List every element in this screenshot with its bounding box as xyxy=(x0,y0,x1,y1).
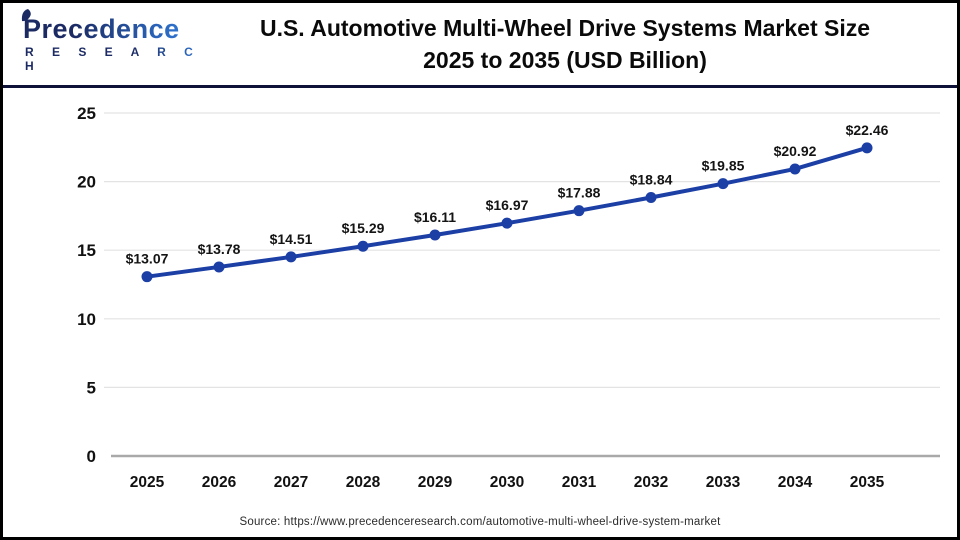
x-axis-tick-label: 2032 xyxy=(634,474,668,491)
chart-title-line2: 2025 to 2035 (USD Billion) xyxy=(423,47,707,73)
data-point-label: $13.07 xyxy=(126,251,169,267)
data-point xyxy=(141,271,153,283)
line-chart-svg: 25 20 15 10 5 0 $13.07 2025 $13.78 2026 $14.51 2027… xyxy=(77,104,940,491)
precedence-logo: Precedence R E S E A R C H xyxy=(3,9,203,73)
data-point-label: $14.51 xyxy=(270,231,313,247)
footer: Source: https://www.precedenceresearch.c… xyxy=(3,507,957,537)
y-axis-tick-label: 20 xyxy=(77,173,96,192)
x-axis-tick-label: 2029 xyxy=(418,474,453,491)
y-axis-tick-label: 10 xyxy=(77,310,96,329)
x-axis-tick-label: 2031 xyxy=(562,474,597,491)
data-point xyxy=(213,261,225,273)
data-point xyxy=(285,251,297,263)
y-axis-tick-label: 5 xyxy=(87,378,96,397)
data-point-label: $19.85 xyxy=(702,158,745,174)
x-axis-tick-label: 2034 xyxy=(778,474,813,491)
y-axis-tick-label: 25 xyxy=(77,104,96,123)
data-point xyxy=(645,192,657,204)
data-point-label: $17.88 xyxy=(558,185,601,201)
data-point xyxy=(573,205,585,217)
chart-region: 25 20 15 10 5 0 $13.07 2025 $13.78 2026 $14.51 2027… xyxy=(3,88,957,507)
x-axis-tick-label: 2030 xyxy=(490,474,524,491)
data-point xyxy=(357,240,369,252)
data-point xyxy=(717,178,729,190)
data-point-label: $20.92 xyxy=(774,143,817,159)
x-axis-tick-label: 2035 xyxy=(850,474,885,491)
y-axis-tick-label: 0 xyxy=(87,447,96,466)
data-point-label: $13.78 xyxy=(198,241,241,257)
data-point xyxy=(501,217,513,229)
data-point xyxy=(861,142,873,154)
data-point-label: $16.97 xyxy=(486,197,529,213)
x-axis-tick-label: 2027 xyxy=(274,474,308,491)
chart-title: U.S. Automotive Multi-Wheel Drive System… xyxy=(203,12,927,76)
source-text: Source: https://www.precedenceresearch.c… xyxy=(239,516,721,528)
data-point-label: $16.11 xyxy=(414,209,456,225)
logo-subtext: R E S E A R C H xyxy=(23,45,203,73)
data-point-label: $15.29 xyxy=(342,220,385,236)
x-axis-tick-label: 2028 xyxy=(346,474,381,491)
data-point-label: $22.46 xyxy=(846,122,889,138)
chart-title-line1: U.S. Automotive Multi-Wheel Drive System… xyxy=(259,15,871,41)
y-axis-tick-label: 15 xyxy=(77,241,96,260)
x-axis-tick-label: 2025 xyxy=(130,474,165,491)
data-point-label: $18.84 xyxy=(630,172,673,188)
data-point xyxy=(429,229,441,241)
logo-wordmark: Precedence xyxy=(23,15,203,43)
header: Precedence R E S E A R C H U.S. Automoti… xyxy=(3,3,957,88)
data-point xyxy=(789,163,801,175)
x-axis-tick-label: 2026 xyxy=(202,474,237,491)
x-axis-tick-label: 2033 xyxy=(706,474,741,491)
